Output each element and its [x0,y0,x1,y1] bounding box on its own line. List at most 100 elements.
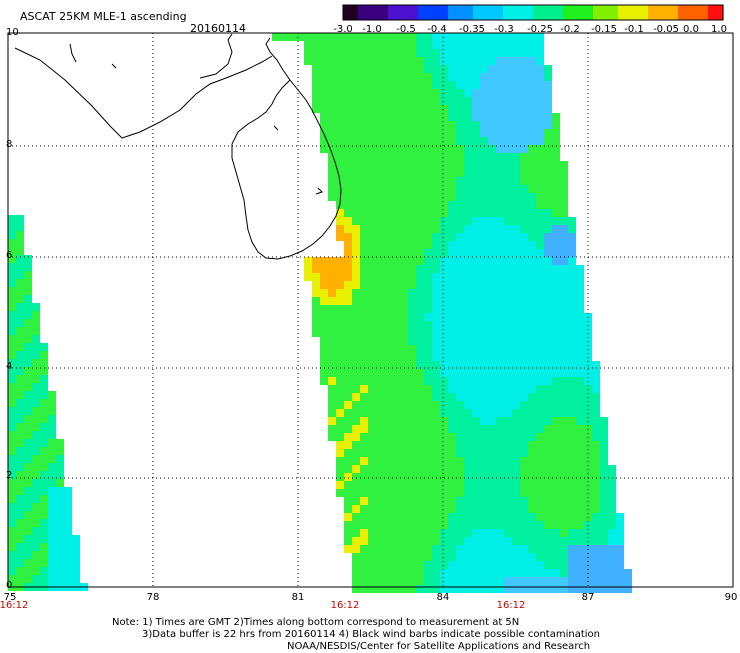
wind-cell [336,257,344,265]
wind-cell [16,455,24,463]
wind-cell [528,577,536,585]
wind-cell [456,241,464,249]
wind-cell [512,65,520,73]
wind-cell [8,535,16,543]
wind-cell [336,313,344,321]
wind-cell [392,49,400,57]
wind-cell [464,49,472,57]
wind-cell [24,367,32,375]
wind-cell [392,401,400,409]
wind-cell [400,257,408,265]
colorbar-cell [408,5,414,20]
wind-cell [424,369,432,377]
wind-cell [472,433,480,441]
wind-cell [400,361,408,369]
wind-cell [400,321,408,329]
wind-cell [408,129,416,137]
wind-cell [512,537,520,545]
wind-cell [520,129,528,137]
wind-cell [568,345,576,353]
colorbar-cell [343,5,349,20]
wind-cell [376,177,384,185]
wind-cell [464,305,472,313]
wind-cell [496,201,504,209]
wind-cell [408,185,416,193]
wind-cell [368,169,376,177]
wind-cell [384,289,392,297]
wind-cell [512,465,520,473]
wind-cell [440,169,448,177]
wind-cell [424,145,432,153]
wind-cell [488,417,496,425]
wind-cell [424,337,432,345]
wind-cell [376,481,384,489]
wind-cell [440,321,448,329]
wind-cell [416,313,424,321]
wind-cell [512,569,520,577]
wind-cell [512,129,520,137]
wind-cell [416,513,424,521]
wind-cell [376,321,384,329]
wind-cell [8,519,16,527]
wind-cell [8,223,16,231]
wind-cell [448,145,456,153]
wind-cell [424,153,432,161]
wind-cell [16,511,24,519]
wind-cell [448,257,456,265]
wind-cell [408,209,416,217]
wind-cell [376,145,384,153]
wind-cell [408,33,416,41]
wind-cell [592,473,600,481]
wind-cell [520,81,528,89]
wind-cell [8,463,16,471]
wind-cell [496,409,504,417]
wind-cell [384,273,392,281]
wind-cell [512,41,520,49]
wind-cell [504,41,512,49]
wind-cell [368,585,376,593]
wind-cell [400,465,408,473]
wind-cell [440,153,448,161]
wind-cell [416,401,424,409]
wind-cell [496,321,504,329]
wind-cell [352,481,360,489]
wind-cell [504,145,512,153]
colorbar-cell [568,5,574,20]
wind-cell [16,447,24,455]
wind-cell [592,553,600,561]
wind-cell [448,585,456,593]
wind-cell [40,399,48,407]
wind-cell [608,585,616,593]
wind-cell [544,65,552,73]
wind-cell [464,337,472,345]
wind-cell [8,303,16,311]
wind-cell [384,81,392,89]
wind-cell [384,529,392,537]
wind-cell [448,489,456,497]
wind-cell [32,503,40,511]
wind-cell [448,345,456,353]
wind-cell [488,401,496,409]
wind-cell [48,407,56,415]
wind-cell [416,337,424,345]
wind-cell [600,561,608,569]
wind-cell [464,281,472,289]
wind-cell [424,73,432,81]
wind-cell [368,521,376,529]
wind-cell [520,177,528,185]
wind-cell [368,97,376,105]
wind-cell [472,153,480,161]
wind-cell [328,169,336,177]
wind-cell [512,441,520,449]
wind-cell [432,521,440,529]
wind-cell [528,553,536,561]
wind-cell [496,449,504,457]
wind-cell [448,169,456,177]
wind-cell [24,543,32,551]
wind-cell [432,89,440,97]
wind-cell [464,233,472,241]
wind-cell [472,473,480,481]
wind-cell [464,385,472,393]
wind-cell [480,449,488,457]
wind-cell [440,65,448,73]
